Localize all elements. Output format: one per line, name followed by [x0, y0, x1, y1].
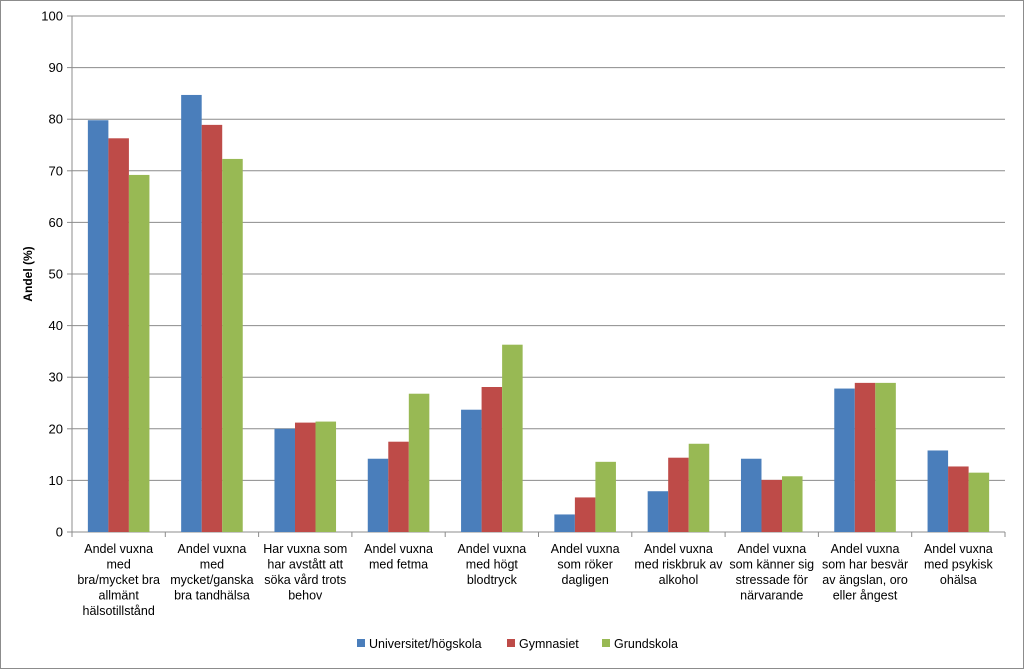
legend-swatch	[602, 639, 610, 647]
legend-label: Gymnasiet	[519, 637, 579, 651]
bar-3	[688, 443, 710, 532]
bar-3	[502, 344, 523, 532]
y-tick-label: 0	[56, 525, 63, 540]
bar-2	[574, 497, 596, 532]
bar-1	[274, 428, 295, 532]
y-axis-label: Andel (%)	[21, 246, 35, 301]
bar-2	[481, 387, 503, 532]
bar-1	[87, 120, 109, 533]
x-tick-label: Har vuxna som har avstått att söka vård tr…	[263, 542, 347, 603]
y-tick-label: 100	[41, 9, 63, 24]
x-tick-label: Andel vuxna med psykisk ohälsa	[924, 542, 994, 587]
x-tick-label: Andel vuxna som röker dagligen	[551, 542, 620, 587]
x-tick-label: Andel vuxna med mycket/ganska bra tandhälsa	[170, 542, 253, 603]
bar-3	[595, 461, 616, 532]
bar-3	[875, 382, 896, 532]
y-tick-label: 80	[49, 112, 63, 127]
bar-1	[647, 491, 669, 532]
bar-1	[181, 94, 202, 532]
y-tick-label: 40	[49, 318, 63, 333]
x-tick-label: Andel vuxna med högt blodtryck	[457, 542, 526, 587]
x-tick-label: Andel vuxna som har besvär av ängslan, oro…	[822, 542, 908, 603]
legend-label: Grundskola	[614, 637, 678, 651]
y-tick-label: 10	[49, 473, 63, 488]
legend-swatch	[507, 639, 515, 647]
bar-3	[782, 476, 803, 532]
bar-2	[294, 422, 316, 532]
bar-3	[408, 393, 430, 532]
y-tick-label: 50	[49, 267, 63, 282]
bar-1	[461, 409, 482, 532]
bar-2	[854, 382, 876, 532]
y-tick-label: 60	[49, 215, 63, 230]
bar-1	[927, 450, 949, 532]
legend-swatch	[357, 639, 365, 647]
x-tick-label: Andel vuxna med fetma	[364, 542, 433, 572]
bar-1	[834, 388, 855, 532]
bar-3	[128, 174, 150, 533]
bar-3	[222, 158, 243, 532]
bar-1	[740, 458, 762, 532]
y-tick-label: 90	[49, 60, 63, 75]
legend-label: Universitet/högskola	[369, 637, 482, 651]
bar-2	[761, 479, 783, 532]
bar-2	[948, 466, 969, 532]
x-tick-label: Andel vuxna med riskbruk av alkohol	[634, 542, 723, 587]
bar-3	[315, 421, 337, 532]
bar-3	[968, 472, 990, 532]
bar-2	[668, 457, 689, 532]
y-tick-label: 70	[49, 163, 63, 178]
x-tick-label: Andel vuxna med bra/mycket bra allmänt hälso…	[77, 542, 160, 618]
bar-2	[201, 124, 223, 532]
bar-1	[554, 514, 575, 532]
bar-2	[388, 441, 409, 532]
x-tick-label: Andel vuxna som känner sig stressade för nä…	[729, 542, 814, 603]
bar-1	[367, 458, 389, 532]
bar-2	[108, 138, 129, 533]
y-tick-label: 30	[49, 370, 63, 385]
y-tick-label: 20	[49, 421, 63, 436]
